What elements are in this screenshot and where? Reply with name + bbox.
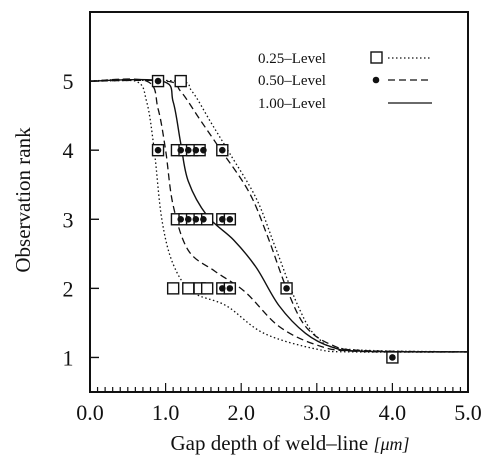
marker-square-15: [166, 282, 180, 295]
ticks-layer: 0.0 1.0 2.0 3.0 4.0 5.0 1 2 3 4 5: [63, 69, 482, 425]
marker-dot-9: [192, 215, 200, 223]
x-tick-label-1: 1.0: [152, 400, 180, 425]
x-tick-label-3: 3.0: [303, 400, 331, 425]
curve-dashed-2: [89, 78, 469, 353]
legend: 0.25–Level 0.50–Level 1.00–Level: [258, 51, 432, 112]
marker-square-18: [200, 282, 214, 295]
marker-dot-13: [219, 285, 226, 292]
legend-label-1: 0.50–Level: [258, 73, 326, 89]
legend-label-2: 1.00–Level: [258, 96, 326, 112]
legend-marker-dot: [372, 76, 380, 84]
y-tick-label-0: 1: [63, 345, 74, 370]
marker-dot-16: [389, 354, 396, 361]
markers-layer: [151, 74, 399, 364]
marker-dot-5: [200, 146, 207, 154]
marker-dot-3: [184, 146, 192, 154]
curve-dotted-0: [89, 78, 469, 353]
marker-dot-15: [283, 285, 290, 292]
marker-dot-12: [226, 215, 234, 223]
x-tick-label-4: 4.0: [379, 400, 407, 425]
y-tick-label-3: 4: [63, 138, 74, 163]
y-tick-label-1: 2: [63, 276, 74, 301]
marker-dot-6: [219, 146, 226, 154]
marker-dot-7: [177, 215, 185, 223]
plot-frame: [89, 11, 469, 393]
x-tick-label-0: 0.0: [76, 400, 104, 425]
y-tick-label-2: 3: [63, 207, 74, 232]
marker-square-16: [182, 282, 195, 295]
y-tick-label-4: 5: [63, 69, 74, 94]
marker-dot-11: [219, 215, 226, 223]
y-axis-title: Observation rank: [11, 127, 35, 273]
x-tick-label-2: 2.0: [227, 400, 255, 425]
marker-dot-4: [192, 146, 200, 154]
legend-marker-square: [370, 51, 383, 64]
marker-dot-8: [184, 215, 192, 223]
x-axis-title: Gap depth of weld–line [μm]: [171, 431, 410, 455]
curve-solid-4: [89, 78, 469, 353]
marker-dot-10: [200, 215, 207, 223]
legend-label-0: 0.25–Level: [258, 51, 326, 67]
marker-dot-0: [154, 77, 162, 85]
marker-dot-1: [154, 146, 162, 154]
marker-square-1: [174, 74, 187, 88]
curve-dotted-1: [89, 79, 469, 353]
marker-dot-14: [226, 285, 234, 292]
x-tick-label-5: 5.0: [454, 400, 482, 425]
x-axis-unit: [μm]: [373, 434, 409, 454]
marker-dot-2: [177, 146, 185, 154]
curve-dashed-3: [89, 79, 469, 353]
curves-layer: [89, 78, 469, 353]
